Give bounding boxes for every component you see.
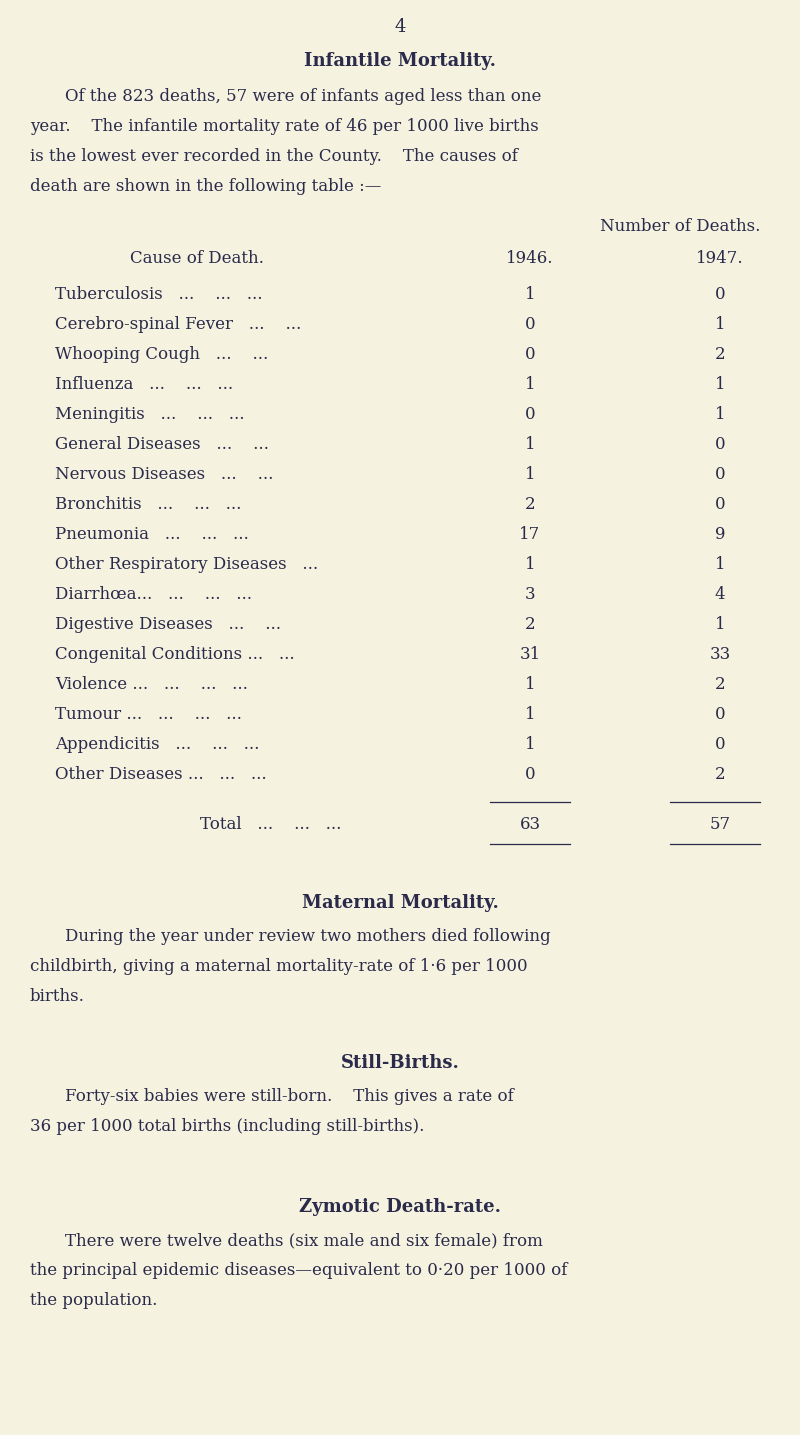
Text: 31: 31 <box>519 646 541 663</box>
Text: 2: 2 <box>525 497 535 512</box>
Text: Whooping Cough   ...    ...: Whooping Cough ... ... <box>55 346 268 363</box>
Text: 2: 2 <box>525 616 535 633</box>
Text: 1: 1 <box>525 706 535 723</box>
Text: 57: 57 <box>710 817 730 832</box>
Text: Zymotic Death-rate.: Zymotic Death-rate. <box>299 1198 501 1215</box>
Text: Violence ...   ...    ...   ...: Violence ... ... ... ... <box>55 676 248 693</box>
Text: the population.: the population. <box>30 1292 158 1309</box>
Text: year.    The infantile mortality rate of 46 per 1000 live births: year. The infantile mortality rate of 46… <box>30 118 538 135</box>
Text: Cerebro-spinal Fever   ...    ...: Cerebro-spinal Fever ... ... <box>55 316 302 333</box>
Text: Number of Deaths.: Number of Deaths. <box>600 218 760 235</box>
Text: 3: 3 <box>525 585 535 603</box>
Text: Tumour ...   ...    ...   ...: Tumour ... ... ... ... <box>55 706 242 723</box>
Text: childbirth, giving a maternal mortality-rate of 1·6 per 1000: childbirth, giving a maternal mortality-… <box>30 959 528 974</box>
Text: 33: 33 <box>710 646 730 663</box>
Text: Other Diseases ...   ...   ...: Other Diseases ... ... ... <box>55 766 266 784</box>
Text: 2: 2 <box>714 676 726 693</box>
Text: 0: 0 <box>714 466 726 484</box>
Text: Forty-six babies were still-born.    This gives a rate of: Forty-six babies were still-born. This g… <box>65 1088 514 1105</box>
Text: 1: 1 <box>714 376 726 393</box>
Text: 1946.: 1946. <box>506 250 554 267</box>
Text: Digestive Diseases   ...    ...: Digestive Diseases ... ... <box>55 616 281 633</box>
Text: Other Respiratory Diseases   ...: Other Respiratory Diseases ... <box>55 555 318 573</box>
Text: 9: 9 <box>714 527 726 542</box>
Text: During the year under review two mothers died following: During the year under review two mothers… <box>65 928 550 946</box>
Text: 2: 2 <box>714 346 726 363</box>
Text: There were twelve deaths (six male and six female) from: There were twelve deaths (six male and s… <box>65 1233 543 1248</box>
Text: Nervous Diseases   ...    ...: Nervous Diseases ... ... <box>55 466 274 484</box>
Text: 0: 0 <box>525 406 535 423</box>
Text: Of the 823 deaths, 57 were of infants aged less than one: Of the 823 deaths, 57 were of infants ag… <box>65 88 542 105</box>
Text: 1: 1 <box>525 555 535 573</box>
Text: 1: 1 <box>525 376 535 393</box>
Text: 0: 0 <box>714 286 726 303</box>
Text: 17: 17 <box>519 527 541 542</box>
Text: 1: 1 <box>714 406 726 423</box>
Text: 0: 0 <box>525 346 535 363</box>
Text: death are shown in the following table :—: death are shown in the following table :… <box>30 178 382 195</box>
Text: the principal epidemic diseases—equivalent to 0·20 per 1000 of: the principal epidemic diseases—equivale… <box>30 1261 567 1279</box>
Text: Congenital Conditions ...   ...: Congenital Conditions ... ... <box>55 646 294 663</box>
Text: 4: 4 <box>714 585 726 603</box>
Text: 1: 1 <box>714 616 726 633</box>
Text: Maternal Mortality.: Maternal Mortality. <box>302 894 498 913</box>
Text: 1: 1 <box>714 316 726 333</box>
Text: 4: 4 <box>394 19 406 36</box>
Text: 0: 0 <box>714 706 726 723</box>
Text: Influenza   ...    ...   ...: Influenza ... ... ... <box>55 376 233 393</box>
Text: Bronchitis   ...    ...   ...: Bronchitis ... ... ... <box>55 497 242 512</box>
Text: 1947.: 1947. <box>696 250 744 267</box>
Text: 0: 0 <box>525 766 535 784</box>
Text: Meningitis   ...    ...   ...: Meningitis ... ... ... <box>55 406 245 423</box>
Text: 1: 1 <box>525 436 535 453</box>
Text: Total   ...    ...   ...: Total ... ... ... <box>200 817 342 832</box>
Text: 2: 2 <box>714 766 726 784</box>
Text: 1: 1 <box>525 466 535 484</box>
Text: Appendicitis   ...    ...   ...: Appendicitis ... ... ... <box>55 736 259 753</box>
Text: Tuberculosis   ...    ...   ...: Tuberculosis ... ... ... <box>55 286 262 303</box>
Text: Pneumonia   ...    ...   ...: Pneumonia ... ... ... <box>55 527 249 542</box>
Text: Infantile Mortality.: Infantile Mortality. <box>304 52 496 70</box>
Text: 1: 1 <box>525 676 535 693</box>
Text: 1: 1 <box>525 286 535 303</box>
Text: 0: 0 <box>714 497 726 512</box>
Text: 1: 1 <box>525 736 535 753</box>
Text: births.: births. <box>30 989 85 1004</box>
Text: 36 per 1000 total births (including still-births).: 36 per 1000 total births (including stil… <box>30 1118 424 1135</box>
Text: General Diseases   ...    ...: General Diseases ... ... <box>55 436 269 453</box>
Text: 0: 0 <box>714 436 726 453</box>
Text: Cause of Death.: Cause of Death. <box>130 250 264 267</box>
Text: 0: 0 <box>525 316 535 333</box>
Text: Still-Births.: Still-Births. <box>341 1053 459 1072</box>
Text: 63: 63 <box>519 817 541 832</box>
Text: is the lowest ever recorded in the County.    The causes of: is the lowest ever recorded in the Count… <box>30 148 518 165</box>
Text: Diarrhœa...   ...    ...   ...: Diarrhœa... ... ... ... <box>55 585 252 603</box>
Text: 0: 0 <box>714 736 726 753</box>
Text: 1: 1 <box>714 555 726 573</box>
